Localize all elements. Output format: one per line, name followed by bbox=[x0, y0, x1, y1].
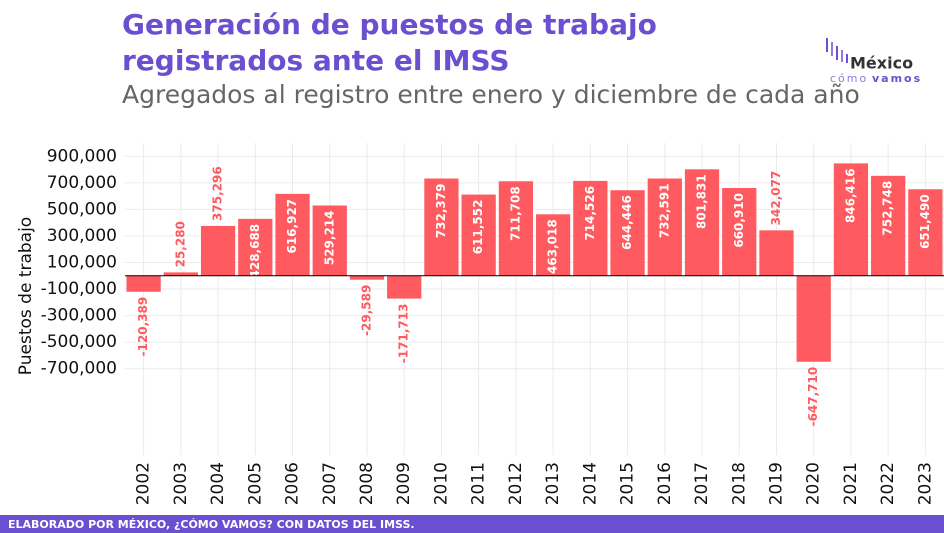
x-tick-label: 2011 bbox=[469, 462, 489, 505]
x-tick-label: 2021 bbox=[841, 462, 861, 505]
y-axis-label: Puestos de trabajo bbox=[16, 217, 36, 375]
value-label: 342,077 bbox=[769, 171, 783, 226]
logo-tagline: cómo bbox=[830, 72, 868, 85]
x-tick-label: 2015 bbox=[618, 462, 638, 505]
x-tick-label: 2010 bbox=[431, 462, 451, 505]
value-label: 732,379 bbox=[434, 184, 448, 239]
value-label: 463,018 bbox=[546, 219, 560, 274]
bar bbox=[759, 230, 794, 276]
logo-bar bbox=[846, 54, 848, 63]
value-label: 846,416 bbox=[843, 168, 857, 223]
chart-title-line1: Generación de puestos de trabajo registra… bbox=[122, 8, 657, 77]
bar bbox=[647, 178, 682, 276]
bar bbox=[722, 188, 757, 276]
value-label: 732,591 bbox=[657, 184, 671, 239]
value-label: 651,490 bbox=[918, 194, 932, 249]
x-tick-label: 2016 bbox=[655, 462, 675, 505]
x-tick-label: 2003 bbox=[171, 462, 191, 505]
y-tick-label: -300,000 bbox=[41, 306, 117, 326]
bar bbox=[275, 193, 310, 276]
x-tick-label: 2019 bbox=[766, 462, 786, 505]
logo-bar bbox=[826, 38, 828, 52]
value-label: 801,831 bbox=[695, 174, 709, 229]
y-tick-label: -500,000 bbox=[41, 332, 117, 352]
bar bbox=[833, 163, 869, 276]
bar bbox=[535, 214, 571, 276]
x-tick-label: 2005 bbox=[245, 462, 265, 505]
x-tick-label: 2012 bbox=[506, 462, 526, 505]
logo-bar bbox=[836, 46, 838, 60]
value-label: -120,389 bbox=[136, 297, 150, 357]
y-tick-label: 300,000 bbox=[47, 226, 117, 246]
value-label: 428,688 bbox=[248, 224, 262, 279]
y-tick-label: -100,000 bbox=[41, 279, 117, 299]
logo-bar bbox=[831, 42, 833, 56]
x-tick-label: 2009 bbox=[394, 462, 414, 505]
value-label: 644,446 bbox=[620, 195, 634, 250]
logo-name: México bbox=[850, 54, 913, 73]
y-tick-label: 900,000 bbox=[47, 146, 117, 166]
bar bbox=[126, 275, 161, 292]
logo-tagline: vamos bbox=[872, 72, 922, 85]
value-label: 611,552 bbox=[471, 200, 485, 255]
x-tick-label: 2004 bbox=[208, 462, 228, 505]
x-tick-label: 2018 bbox=[729, 462, 749, 505]
bar bbox=[424, 178, 459, 276]
bar bbox=[387, 275, 422, 299]
bar bbox=[796, 275, 831, 362]
bar bbox=[498, 181, 534, 276]
x-tick-label: 2002 bbox=[134, 462, 154, 505]
value-label: -647,710 bbox=[806, 367, 820, 427]
x-tick-label: 2022 bbox=[878, 462, 898, 505]
x-tick-label: 2008 bbox=[357, 462, 377, 505]
chart-subtitle: Agregados al registro entre enero y dici… bbox=[122, 80, 860, 109]
value-label: 616,927 bbox=[285, 199, 299, 254]
logo: México cómo vamos bbox=[826, 38, 922, 85]
bar bbox=[573, 180, 608, 276]
y-tick-label: 700,000 bbox=[47, 173, 117, 193]
logo-bar bbox=[841, 50, 843, 62]
bar bbox=[238, 218, 273, 276]
bar bbox=[200, 225, 236, 276]
y-tick-label: -700,000 bbox=[41, 359, 117, 379]
bar bbox=[349, 275, 385, 280]
value-label: 714,526 bbox=[583, 186, 597, 241]
bar bbox=[908, 189, 943, 276]
value-label: -29,589 bbox=[359, 285, 373, 336]
y-tick-label: 500,000 bbox=[47, 199, 117, 219]
footer-band bbox=[0, 515, 944, 533]
x-tick-label: 2006 bbox=[283, 462, 303, 505]
x-tick-label: 2020 bbox=[804, 462, 824, 505]
value-label: -171,713 bbox=[397, 304, 411, 364]
value-label: 711,708 bbox=[508, 186, 522, 241]
value-label: 529,214 bbox=[322, 211, 336, 266]
value-label: 752,748 bbox=[881, 181, 895, 236]
x-tick-label: 2017 bbox=[692, 462, 712, 505]
x-tick-label: 2023 bbox=[915, 462, 935, 505]
value-label: 25,280 bbox=[173, 221, 187, 267]
bar bbox=[163, 272, 198, 276]
value-label: 375,296 bbox=[211, 166, 225, 221]
x-tick-label: 2007 bbox=[320, 462, 340, 505]
footer: ELABORADO POR MÉXICO, ¿CÓMO VAMOS? CON D… bbox=[8, 518, 415, 531]
value-label: 660,910 bbox=[732, 193, 746, 248]
bar bbox=[684, 169, 720, 276]
bar bbox=[871, 175, 906, 276]
x-tick-label: 2013 bbox=[543, 462, 563, 505]
bar bbox=[312, 205, 347, 276]
y-tick-label: 100,000 bbox=[47, 252, 117, 272]
bar bbox=[461, 194, 496, 276]
bar bbox=[610, 190, 645, 276]
x-tick-label: 2014 bbox=[580, 462, 600, 505]
